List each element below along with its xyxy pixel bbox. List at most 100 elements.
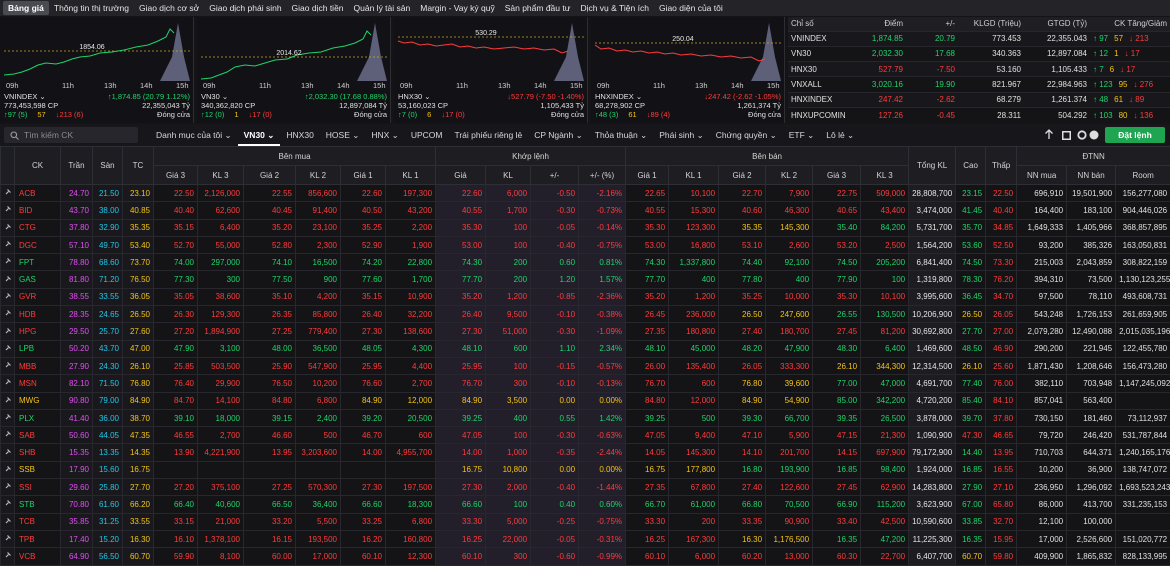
volume-cell: 2,700	[198, 427, 244, 444]
pin-icon[interactable]	[4, 551, 12, 559]
tab[interactable]: Thỏa thuận ⌄	[589, 124, 654, 146]
pin-icon[interactable]	[4, 309, 12, 317]
pin-icon[interactable]	[4, 344, 12, 352]
symbol[interactable]: STB	[15, 496, 61, 513]
symbol[interactable]: MSN	[15, 375, 61, 392]
symbol[interactable]: MBB	[15, 357, 61, 374]
search-box[interactable]: Tìm kiếm CK	[4, 127, 138, 143]
pin-icon[interactable]	[4, 499, 12, 507]
menu-item[interactable]: Bảng giá	[3, 1, 49, 15]
pin-icon[interactable]	[4, 378, 12, 386]
menu-item[interactable]: Giao dịch cơ sở	[134, 1, 204, 15]
symbol[interactable]: ACB	[15, 185, 61, 202]
tab[interactable]: VN30 ⌄	[238, 124, 281, 146]
foreign-cell: 1,147,245,092	[1116, 375, 1170, 392]
pin-icon[interactable]	[4, 448, 12, 456]
symbol[interactable]: FPT	[15, 254, 61, 271]
symbol[interactable]: SAB	[15, 427, 61, 444]
index-name[interactable]: HNX30 ⌄	[398, 92, 431, 101]
pin-icon[interactable]	[4, 292, 12, 300]
symbol[interactable]: GVR	[15, 288, 61, 305]
pin-icon[interactable]	[4, 361, 12, 369]
index-name[interactable]: VN30 ⌄	[201, 92, 228, 101]
menu-item[interactable]: Margin - Vay ký quỹ	[415, 1, 499, 15]
symbol[interactable]: DGC	[15, 236, 61, 253]
pin-icon[interactable]	[4, 275, 12, 283]
pin-icon[interactable]	[4, 257, 12, 265]
tab[interactable]: CP Ngành ⌄	[528, 124, 589, 146]
pin-icon[interactable]	[4, 413, 12, 421]
tab[interactable]: ETF ⌄	[783, 124, 821, 146]
tab[interactable]: HNX30	[280, 124, 319, 146]
symbol[interactable]: MWG	[15, 392, 61, 409]
menu-item[interactable]: Giao diện của tôi	[654, 1, 728, 15]
menu-item[interactable]: Thông tin thị trường	[49, 1, 134, 15]
pin-icon[interactable]	[4, 188, 12, 196]
tab[interactable]: UPCOM	[405, 124, 449, 146]
symbol[interactable]: TPB	[15, 530, 61, 547]
pin-icon[interactable]	[4, 327, 12, 335]
pin-icon[interactable]	[4, 240, 12, 248]
pin-icon[interactable]	[4, 205, 12, 213]
symbol[interactable]: SSI	[15, 479, 61, 496]
tab[interactable]: Danh mục của tôi ⌄	[150, 124, 238, 146]
menu-item[interactable]: Quản lý tài sản	[349, 1, 416, 15]
symbol[interactable]: BID	[15, 202, 61, 219]
index-name[interactable]: HNXINDEX ⌄	[595, 92, 642, 101]
index-name[interactable]: VNINDEX ⌄	[4, 92, 46, 101]
pin-icon[interactable]	[4, 534, 12, 542]
order-button[interactable]: Đặt lệnh	[1105, 127, 1165, 143]
pin-icon[interactable]	[4, 517, 12, 525]
tab[interactable]: Lô lẻ ⌄	[820, 124, 860, 146]
volume: 340,362,820 CP	[201, 101, 255, 110]
pin-icon[interactable]	[4, 396, 12, 404]
price-cell: 78.30	[956, 271, 986, 288]
symbol[interactable]: PLX	[15, 409, 61, 426]
tab[interactable]: HOSE ⌄	[320, 124, 366, 146]
symbol[interactable]: LPB	[15, 340, 61, 357]
pin-icon[interactable]	[4, 223, 12, 231]
symbol[interactable]: HDB	[15, 306, 61, 323]
symbol[interactable]: HPG	[15, 323, 61, 340]
pin-icon[interactable]	[4, 465, 12, 473]
pin-icon[interactable]	[4, 430, 12, 438]
symbol[interactable]: SSB	[15, 461, 61, 478]
tab[interactable]: Chứng quyền ⌄	[710, 124, 783, 146]
pin-icon[interactable]	[4, 482, 12, 490]
menu-item[interactable]: Giao dịch phái sinh	[204, 1, 286, 15]
menu-item[interactable]: Sản phẩm đầu tư	[500, 1, 576, 15]
tab[interactable]: Trái phiếu riêng lẻ	[448, 124, 528, 146]
symbol[interactable]: SHB	[15, 444, 61, 461]
toolbar-icons[interactable]	[1044, 129, 1100, 141]
tab[interactable]: HNX ⌄	[365, 124, 404, 146]
menu-item[interactable]: Giao dịch tiền	[287, 1, 349, 15]
tab[interactable]: Phái sinh ⌄	[653, 124, 709, 146]
symbol[interactable]: CTG	[15, 219, 61, 236]
symbol[interactable]: VCB	[15, 548, 61, 565]
symbol[interactable]: GAS	[15, 271, 61, 288]
symbol[interactable]: TCB	[15, 513, 61, 530]
menu-item[interactable]: Dịch vụ & Tiện ích	[575, 1, 654, 15]
